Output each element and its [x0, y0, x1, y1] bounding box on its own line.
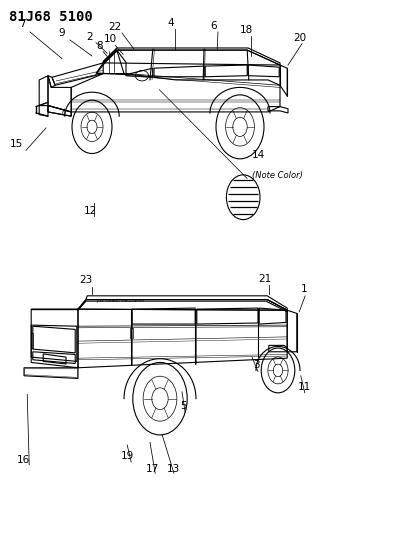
Text: 11: 11 — [297, 382, 311, 392]
Text: 8: 8 — [96, 41, 102, 51]
Text: 81J68 5100: 81J68 5100 — [9, 10, 92, 23]
Text: 23: 23 — [79, 275, 93, 285]
Text: 13: 13 — [166, 464, 180, 474]
Text: 22: 22 — [108, 22, 122, 32]
Text: (Note Color): (Note Color) — [252, 171, 303, 180]
Text: 5: 5 — [180, 401, 186, 411]
Text: 3: 3 — [253, 360, 259, 370]
Text: 1: 1 — [301, 284, 307, 294]
Text: 19: 19 — [120, 451, 134, 461]
Text: 10: 10 — [104, 34, 116, 44]
Text: 15: 15 — [9, 139, 23, 149]
Text: 6: 6 — [211, 21, 217, 31]
Text: 12: 12 — [83, 206, 97, 216]
Text: 4: 4 — [168, 18, 174, 28]
Text: 17: 17 — [146, 464, 160, 474]
Text: 16: 16 — [16, 455, 30, 465]
Text: 9: 9 — [59, 28, 65, 38]
Text: 2: 2 — [87, 31, 93, 42]
Text: JEEP GRAND WAGONEER: JEEP GRAND WAGONEER — [96, 298, 144, 303]
Text: 21: 21 — [258, 273, 272, 284]
Text: 20: 20 — [294, 33, 306, 43]
Text: 7: 7 — [19, 19, 25, 29]
Circle shape — [226, 175, 260, 220]
Text: 14: 14 — [252, 150, 265, 160]
Text: 18: 18 — [239, 25, 253, 35]
